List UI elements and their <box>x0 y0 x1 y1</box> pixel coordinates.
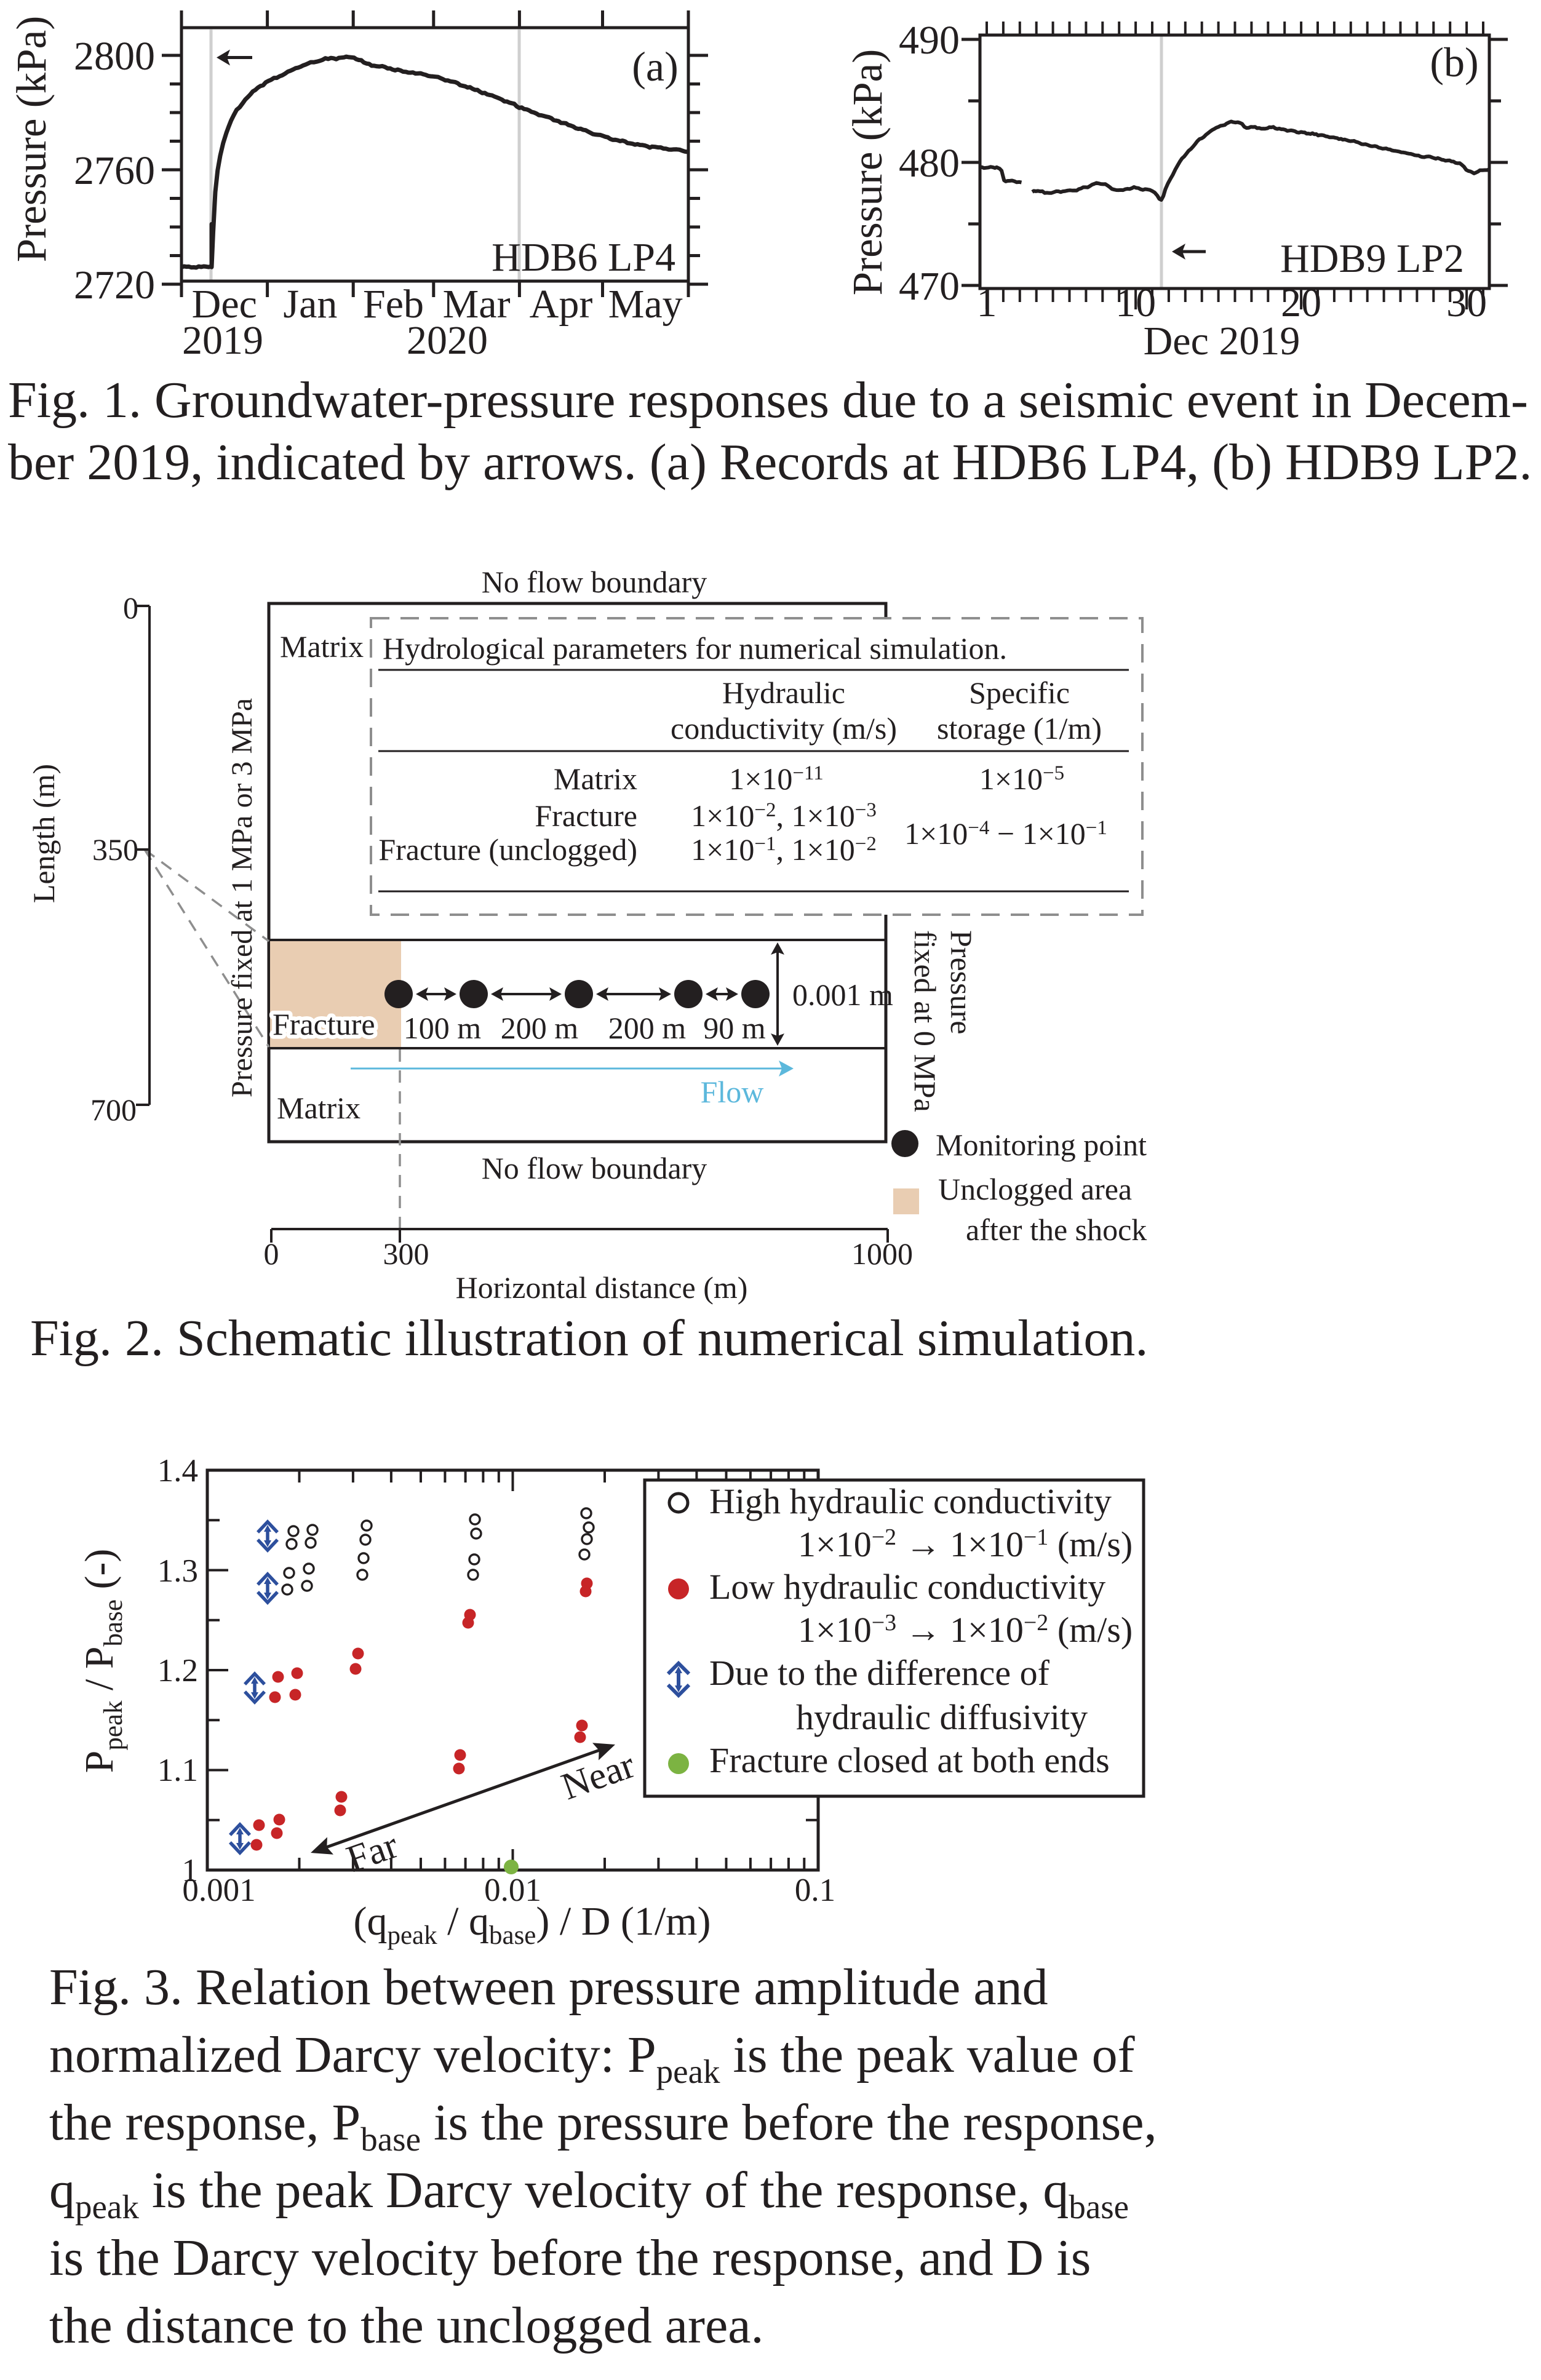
svg-text:normalized Darcy velocity: Ppe: normalized Darcy velocity: Ppeak​ is the… <box>49 2026 1135 2090</box>
svg-text:Apr: Apr <box>530 282 593 327</box>
svg-text:qpeak​ is the peak Darcy veloc: qpeak​ is the peak Darcy velocity of the… <box>49 2162 1129 2226</box>
svg-text:1×10−2​ → 1×10−1​ (m/s): 1×10−2​ → 1×10−1​ (m/s) <box>798 1524 1133 1564</box>
svg-text:1.2: 1.2 <box>157 1653 198 1689</box>
svg-text:fixed at 0 MPa: fixed at 0 MPa <box>908 930 942 1112</box>
svg-text:2020: 2020 <box>407 318 488 363</box>
svg-text:2720: 2720 <box>74 263 155 308</box>
svg-text:10: 10 <box>1115 281 1156 325</box>
svg-text:200 m: 200 m <box>608 1011 687 1045</box>
svg-text:1×10−4​ − 1×10−1​: 1×10−4​ − 1×10−1​ <box>904 816 1107 851</box>
svg-text:Pressure (kPa): Pressure (kPa) <box>8 16 55 263</box>
svg-text:Pressure fixed at 1 MPa or 3 M: Pressure fixed at 1 MPa or 3 MPa <box>226 698 258 1097</box>
svg-text:Jan: Jan <box>283 282 337 327</box>
svg-text:ber 2019, indicated by arrows.: ber 2019, indicated by arrows. (a) Recor… <box>8 434 1532 491</box>
svg-text:480: 480 <box>899 141 960 186</box>
svg-text:storage (1/m): storage (1/m) <box>937 711 1102 746</box>
svg-text:Due to the difference of: Due to the difference of <box>709 1653 1050 1693</box>
svg-text:1×10−2​, 1×10−3​: 1×10−2​, 1×10−3​ <box>691 798 877 833</box>
svg-text:1×10−1​, 1×10−2​: 1×10−1​, 1×10−2​ <box>691 832 877 867</box>
svg-text:2019: 2019 <box>182 318 263 363</box>
svg-text:90 m: 90 m <box>703 1011 766 1045</box>
svg-text:490: 490 <box>899 18 960 63</box>
svg-text:30: 30 <box>1446 281 1487 325</box>
svg-text:High hydraulic conductivity: High hydraulic conductivity <box>709 1481 1112 1521</box>
svg-text:HDB9 LP2: HDB9 LP2 <box>1280 236 1464 281</box>
svg-text:hydraulic diffusivity: hydraulic diffusivity <box>796 1697 1088 1737</box>
svg-text:0: 0 <box>264 1236 279 1271</box>
svg-text:2760: 2760 <box>74 148 155 193</box>
svg-text:2800: 2800 <box>74 34 155 79</box>
svg-text:Unclogged area: Unclogged area <box>938 1172 1132 1206</box>
svg-text:Fracture: Fracture <box>273 1007 375 1041</box>
svg-text:is the Darcy velocity before t: is the Darcy velocity before the respons… <box>49 2229 1091 2286</box>
svg-text:20: 20 <box>1281 281 1321 325</box>
svg-text:Pressure (kPa): Pressure (kPa) <box>844 49 891 296</box>
svg-text:No flow boundary: No flow boundary <box>482 565 707 599</box>
svg-text:No flow boundary: No flow boundary <box>482 1151 707 1185</box>
svg-text:Matrix: Matrix <box>554 762 637 796</box>
svg-text:350: 350 <box>92 832 138 867</box>
svg-text:Fracture: Fracture <box>535 798 637 833</box>
svg-text:470: 470 <box>899 264 960 309</box>
svg-text:200 m: 200 m <box>501 1011 579 1045</box>
svg-text:1: 1 <box>182 1853 199 1888</box>
svg-text:(b): (b) <box>1430 39 1478 86</box>
svg-text:0.001: 0.001 <box>182 1873 255 1908</box>
svg-text:Horizontal distance (m): Horizontal distance (m) <box>456 1270 748 1305</box>
svg-text:Far: Far <box>341 1824 404 1881</box>
svg-text:Pressure: Pressure <box>944 930 979 1034</box>
svg-text:May: May <box>608 282 683 327</box>
svg-text:Monitoring point: Monitoring point <box>936 1128 1147 1162</box>
svg-text:1000: 1000 <box>851 1236 913 1271</box>
svg-text:Specific: Specific <box>969 675 1070 710</box>
svg-text:Fracture closed at both ends: Fracture closed at both ends <box>709 1740 1110 1780</box>
svg-text:1: 1 <box>977 281 997 325</box>
svg-text:0.001 m: 0.001 m <box>792 977 893 1012</box>
svg-text:Length (m): Length (m) <box>26 764 61 903</box>
svg-text:after the shock: after the shock <box>966 1212 1147 1247</box>
svg-text:Matrix: Matrix <box>280 629 364 664</box>
svg-text:Dec: Dec <box>192 282 257 327</box>
svg-text:Hydraulic: Hydraulic <box>722 675 845 710</box>
svg-text:0.01: 0.01 <box>484 1873 541 1908</box>
svg-text:100 m: 100 m <box>404 1011 482 1045</box>
svg-text:the response, Pbase​ is the pr: the response, Pbase​ is the pressure bef… <box>49 2094 1157 2158</box>
svg-text:0.1: 0.1 <box>795 1873 835 1908</box>
svg-text:Dec 2019: Dec 2019 <box>1144 319 1300 364</box>
svg-text:1.4: 1.4 <box>157 1453 198 1489</box>
svg-text:1.3: 1.3 <box>157 1553 198 1589</box>
svg-text:300: 300 <box>383 1236 429 1271</box>
svg-text:1.1: 1.1 <box>157 1753 198 1788</box>
svg-text:Near: Near <box>556 1744 640 1809</box>
svg-text:Hydrological parameters for nu: Hydrological parameters for numerical si… <box>383 631 1007 666</box>
svg-text:Low hydraulic conductivity: Low hydraulic conductivity <box>709 1567 1105 1607</box>
svg-text:Flow: Flow <box>701 1075 764 1109</box>
svg-text:Fig. 1. Groundwater-pressure r: Fig. 1. Groundwater-pressure responses d… <box>8 372 1528 429</box>
svg-text:Fig. 3. Relation between press: Fig. 3. Relation between pressure amplit… <box>49 1959 1048 2016</box>
svg-text:700: 700 <box>90 1092 137 1127</box>
svg-text:Fracture: Fracture <box>273 1007 375 1041</box>
svg-text:conductivity (m/s): conductivity (m/s) <box>671 711 897 746</box>
svg-text:Mar: Mar <box>443 282 511 327</box>
svg-text:Fig. 2. Schematic illustration: Fig. 2. Schematic illustration of numeri… <box>30 1310 1148 1367</box>
svg-text:1×10−3​ → 1×10−2​ (m/s): 1×10−3​ → 1×10−2​ (m/s) <box>798 1610 1133 1650</box>
svg-text:Fracture (unclogged): Fracture (unclogged) <box>378 832 637 867</box>
svg-text:HDB6 LP4: HDB6 LP4 <box>492 235 675 280</box>
svg-text:Matrix: Matrix <box>277 1091 360 1125</box>
svg-text:0: 0 <box>123 591 138 625</box>
svg-text:the distance to the unclogged: the distance to the unclogged area. <box>49 2297 764 2354</box>
svg-text:Ppeak​ / Pbase​ (-): Ppeak​ / Pbase​ (-) <box>77 1549 128 1773</box>
svg-text:(a): (a) <box>632 43 678 90</box>
svg-text:Feb: Feb <box>363 282 424 327</box>
